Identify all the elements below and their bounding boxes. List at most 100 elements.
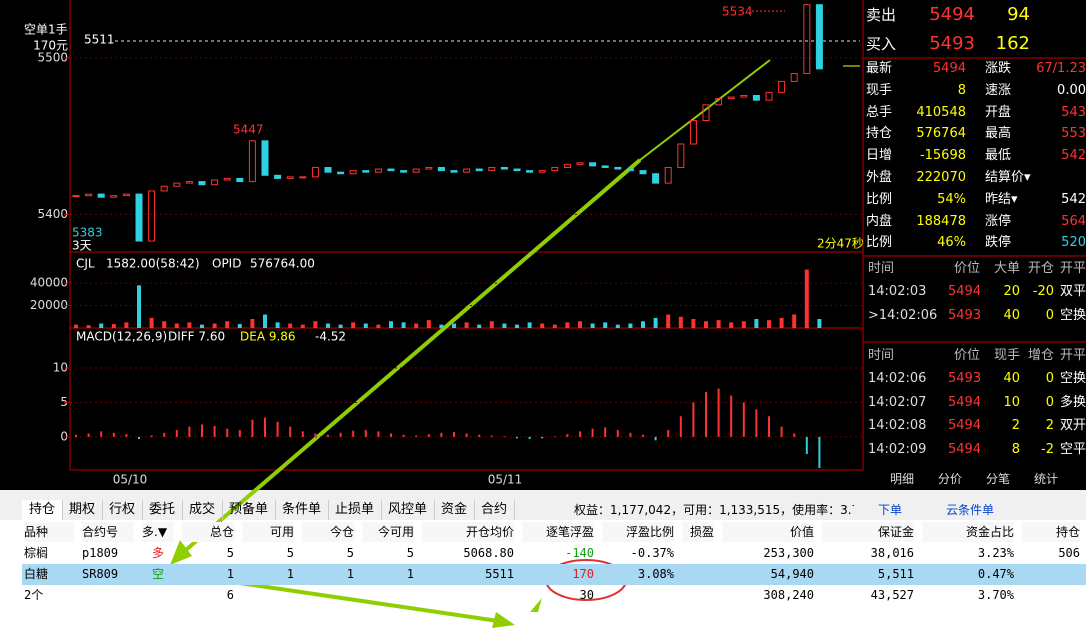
table-cell[interactable]: 棕榈 [24,546,49,560]
candle [601,165,609,168]
legend: 576764.00 [250,257,315,271]
table-header[interactable]: 浮盈比例 [602,522,674,542]
macd-bar [75,434,77,437]
table-cell[interactable]: 2个 [24,588,44,602]
table-cell[interactable]: 多 [151,546,164,560]
y-tick-label: 5500 [37,50,68,64]
table-cell[interactable]: 3.70% [977,588,1014,602]
tab[interactable]: 预备单 [222,500,276,520]
table-header[interactable]: 总仓 [182,522,234,542]
tick-cell: 5494 [948,418,980,433]
table-cell[interactable]: 308,240 [763,588,814,602]
table-cell[interactable]: 3.08% [637,567,674,581]
table-cell[interactable]: 5 [346,546,354,560]
table-header[interactable]: 多.▼ [142,522,174,542]
table-header[interactable]: 可用 [242,522,294,542]
table-header[interactable]: 合约号 [82,522,134,542]
volume-bar [351,322,356,328]
table-header[interactable]: 今可用 [362,522,414,542]
side-tab[interactable]: 明细 [889,472,914,486]
table-header[interactable]: 持仓 [1022,522,1080,542]
table-cell[interactable]: 38,016 [870,546,914,560]
candle [185,181,193,184]
macd-bar [516,436,518,439]
tick-cell: 14:02:08 [868,418,927,433]
table-cell[interactable]: 43,527 [870,588,914,602]
table-cell[interactable]: 253,300 [763,546,814,560]
button[interactable]: 下单 [878,503,903,517]
quote-value: -15698 [919,148,966,164]
candle [740,94,748,98]
quote-volume: 162 [995,34,1030,54]
tick-cell: 5493 [948,307,980,323]
table-cell[interactable]: -0.37% [630,546,674,560]
tab[interactable]: 委托 [142,500,183,520]
table-cell[interactable]: 白糖 [24,567,49,581]
table-cell[interactable]: 54,940 [770,567,814,581]
tick-cell: 5493 [948,371,980,386]
candle [425,166,433,170]
candle [475,168,483,172]
candle [463,168,471,173]
table-header[interactable]: 品种 [24,522,74,542]
macd-bar [478,434,481,437]
candle [765,91,773,101]
table-cell[interactable]: 0.47% [977,567,1014,581]
table-header[interactable]: 今仓 [302,522,354,542]
macd-bar [314,433,317,437]
volume-bar [389,321,393,328]
table-cell[interactable]: SR809 [82,567,119,581]
table-header[interactable]: 损盈 [682,522,714,542]
table-cell[interactable]: 5511 [485,567,514,581]
table-cell[interactable]: 1 [406,567,414,581]
table-cell[interactable]: 170 [572,567,594,581]
macd-bar [793,433,796,437]
tab[interactable]: 风控单 [381,500,435,520]
tab[interactable]: 期权 [62,500,103,520]
side-tab[interactable]: 分价 [937,472,962,486]
table-header[interactable]: 价值 [722,522,814,542]
tab[interactable]: 行权 [102,500,143,520]
table-cell[interactable]: 30 [579,588,594,602]
volume-bar [212,323,217,328]
table-cell[interactable]: 空 [151,567,164,581]
table-cell[interactable]: 3.23% [977,546,1014,560]
table-header[interactable]: 保证金 [822,522,914,542]
tab[interactable]: 资金 [434,500,475,520]
volume-bar [792,314,797,328]
tab[interactable]: 条件单 [275,500,329,520]
volume-bar [527,322,532,328]
side-tab[interactable]: 统计 [1033,472,1058,486]
tab[interactable]: 合约 [474,500,515,520]
macd-bar [591,428,594,437]
table-header[interactable]: 逐笔浮盈 [522,522,594,542]
table-cell[interactable]: 1 [346,567,354,581]
candle [626,168,634,172]
table-cell[interactable]: 506 [1058,546,1080,560]
tab[interactable]: 成交 [182,500,223,520]
table-header[interactable]: 开仓均价 [422,522,514,542]
table-cell[interactable]: 1 [286,567,294,581]
candle [488,166,496,172]
tick-cell: 空换 [1060,307,1086,323]
tab[interactable]: 止损单 [328,500,382,520]
table-cell[interactable]: 5 [286,546,294,560]
quote-label: 卖出 [866,6,897,24]
tab[interactable]: 持仓 [22,500,63,520]
table-cell[interactable]: 1 [226,567,234,581]
volume-bar [628,323,633,328]
table-cell[interactable]: p1809 [82,546,119,560]
button[interactable]: 云条件单 [946,503,995,517]
table-cell[interactable]: 5068.80 [463,546,514,560]
tick-cell: 5494 [948,441,980,457]
volume-bar [376,324,381,328]
table-cell[interactable]: 5 [226,546,234,560]
table-cell[interactable]: 5,511 [877,567,914,581]
table-cell[interactable]: 6 [226,588,234,602]
macd-bar [818,436,821,468]
candle [362,170,370,173]
side-tab[interactable]: 分笔 [985,472,1010,486]
table-header[interactable]: 资金占比 [922,522,1014,542]
table-cell[interactable]: 5 [406,546,414,560]
table-cell[interactable]: -140 [565,546,594,560]
